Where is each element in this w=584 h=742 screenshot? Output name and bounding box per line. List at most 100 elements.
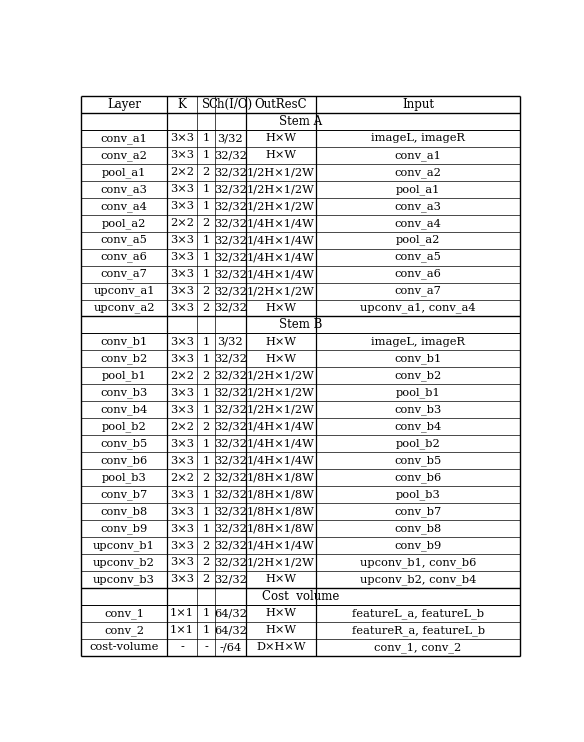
Text: conv_b8: conv_b8 xyxy=(394,523,442,534)
Text: 2: 2 xyxy=(203,167,210,177)
Text: conv_a4: conv_a4 xyxy=(100,201,147,211)
Text: 1/8H×1/8W: 1/8H×1/8W xyxy=(247,507,315,516)
Text: 1: 1 xyxy=(203,201,210,211)
Text: conv_a7: conv_a7 xyxy=(395,286,442,296)
Text: 1/2H×1/2W: 1/2H×1/2W xyxy=(247,371,315,381)
Text: H×W: H×W xyxy=(265,574,297,585)
Text: 2: 2 xyxy=(203,371,210,381)
Text: conv_b7: conv_b7 xyxy=(100,489,148,500)
Text: 1/8H×1/8W: 1/8H×1/8W xyxy=(247,490,315,499)
Text: H×W: H×W xyxy=(265,626,297,635)
Text: 32/32: 32/32 xyxy=(214,388,247,398)
Text: 32/32: 32/32 xyxy=(214,269,247,279)
Text: Stem A: Stem A xyxy=(279,115,322,128)
Text: 32/32: 32/32 xyxy=(214,507,247,516)
Text: H×W: H×W xyxy=(265,354,297,364)
Text: 32/32: 32/32 xyxy=(214,167,247,177)
Text: 2×2: 2×2 xyxy=(170,371,194,381)
Text: 3×3: 3×3 xyxy=(170,524,194,533)
Text: pool_a2: pool_a2 xyxy=(396,234,440,246)
Text: Cost  volume: Cost volume xyxy=(262,590,339,603)
Text: 1/4H×1/4W: 1/4H×1/4W xyxy=(247,269,315,279)
Text: 1/2H×1/2W: 1/2H×1/2W xyxy=(247,557,315,568)
Text: pool_a2: pool_a2 xyxy=(102,218,146,229)
Text: conv_a2: conv_a2 xyxy=(100,150,147,160)
Text: 3/32: 3/32 xyxy=(218,134,243,143)
Text: upconv_a2: upconv_a2 xyxy=(93,303,155,313)
Text: 2: 2 xyxy=(203,421,210,432)
Text: 2×2: 2×2 xyxy=(170,167,194,177)
Text: conv_b9: conv_b9 xyxy=(394,540,442,551)
Text: conv_b8: conv_b8 xyxy=(100,506,148,517)
Text: 1/2H×1/2W: 1/2H×1/2W xyxy=(247,201,315,211)
Text: 1: 1 xyxy=(203,507,210,516)
Text: 32/32: 32/32 xyxy=(214,218,247,228)
Text: 3×3: 3×3 xyxy=(170,388,194,398)
Text: 3×3: 3×3 xyxy=(170,201,194,211)
Text: 3×3: 3×3 xyxy=(170,235,194,245)
Text: conv_a7: conv_a7 xyxy=(100,269,147,280)
Text: 1/2H×1/2W: 1/2H×1/2W xyxy=(247,405,315,415)
Text: 1: 1 xyxy=(203,490,210,499)
Text: 32/32: 32/32 xyxy=(214,574,247,585)
Text: pool_b2: pool_b2 xyxy=(102,421,147,432)
Text: H×W: H×W xyxy=(265,608,297,618)
Text: 3×3: 3×3 xyxy=(170,151,194,160)
Text: conv_1: conv_1 xyxy=(104,608,144,619)
Text: 3×3: 3×3 xyxy=(170,269,194,279)
Text: 32/32: 32/32 xyxy=(214,456,247,466)
Text: conv_b1: conv_b1 xyxy=(394,353,442,364)
Text: 2×2: 2×2 xyxy=(170,421,194,432)
Text: conv_a5: conv_a5 xyxy=(395,252,442,263)
Text: conv_a2: conv_a2 xyxy=(395,167,442,177)
Text: K: K xyxy=(178,98,186,111)
Text: imageL, imageR: imageL, imageR xyxy=(371,134,465,143)
Text: 3×3: 3×3 xyxy=(170,507,194,516)
Text: 1: 1 xyxy=(203,456,210,466)
Text: S: S xyxy=(202,98,210,111)
Text: 1: 1 xyxy=(203,134,210,143)
Text: 32/32: 32/32 xyxy=(214,439,247,449)
Text: 1/4H×1/4W: 1/4H×1/4W xyxy=(247,540,315,551)
Text: 1/2H×1/2W: 1/2H×1/2W xyxy=(247,388,315,398)
Text: conv_b9: conv_b9 xyxy=(100,523,148,534)
Text: upconv_b2: upconv_b2 xyxy=(93,557,155,568)
Text: 1: 1 xyxy=(203,151,210,160)
Text: 1/4H×1/4W: 1/4H×1/4W xyxy=(247,252,315,262)
Text: 1×1: 1×1 xyxy=(170,626,194,635)
Text: conv_a6: conv_a6 xyxy=(100,252,147,263)
Text: pool_a1: pool_a1 xyxy=(102,167,146,177)
Text: 3×3: 3×3 xyxy=(170,252,194,262)
Text: conv_b5: conv_b5 xyxy=(394,456,442,466)
Text: conv_a6: conv_a6 xyxy=(395,269,442,280)
Text: 1/4H×1/4W: 1/4H×1/4W xyxy=(247,218,315,228)
Text: 3×3: 3×3 xyxy=(170,134,194,143)
Text: upconv_a1: upconv_a1 xyxy=(93,286,155,296)
Text: conv_a4: conv_a4 xyxy=(395,218,442,229)
Text: 2: 2 xyxy=(203,303,210,313)
Text: 3×3: 3×3 xyxy=(170,337,194,347)
Text: D×H×W: D×H×W xyxy=(256,643,305,652)
Text: 3×3: 3×3 xyxy=(170,405,194,415)
Text: 32/32: 32/32 xyxy=(214,235,247,245)
Text: upconv_b2, conv_b4: upconv_b2, conv_b4 xyxy=(360,574,477,585)
Text: upconv_b3: upconv_b3 xyxy=(93,574,155,585)
Text: upconv_b1: upconv_b1 xyxy=(93,540,155,551)
Text: 1/2H×1/2W: 1/2H×1/2W xyxy=(247,167,315,177)
Text: featureL_a, featureL_b: featureL_a, featureL_b xyxy=(352,608,484,619)
Text: 32/32: 32/32 xyxy=(214,151,247,160)
Text: 1/8H×1/8W: 1/8H×1/8W xyxy=(247,524,315,533)
Text: pool_a1: pool_a1 xyxy=(396,184,440,194)
Text: 1/2H×1/2W: 1/2H×1/2W xyxy=(247,184,315,194)
Text: 32/32: 32/32 xyxy=(214,371,247,381)
Text: conv_2: conv_2 xyxy=(104,625,144,636)
Text: 1: 1 xyxy=(203,405,210,415)
Text: 32/32: 32/32 xyxy=(214,540,247,551)
Text: 3×3: 3×3 xyxy=(170,303,194,313)
Text: conv_a1: conv_a1 xyxy=(100,133,147,144)
Text: 32/32: 32/32 xyxy=(214,201,247,211)
Text: pool_b1: pool_b1 xyxy=(102,370,147,381)
Text: -/64: -/64 xyxy=(219,643,242,652)
Text: conv_b6: conv_b6 xyxy=(100,456,148,466)
Text: 3×3: 3×3 xyxy=(170,456,194,466)
